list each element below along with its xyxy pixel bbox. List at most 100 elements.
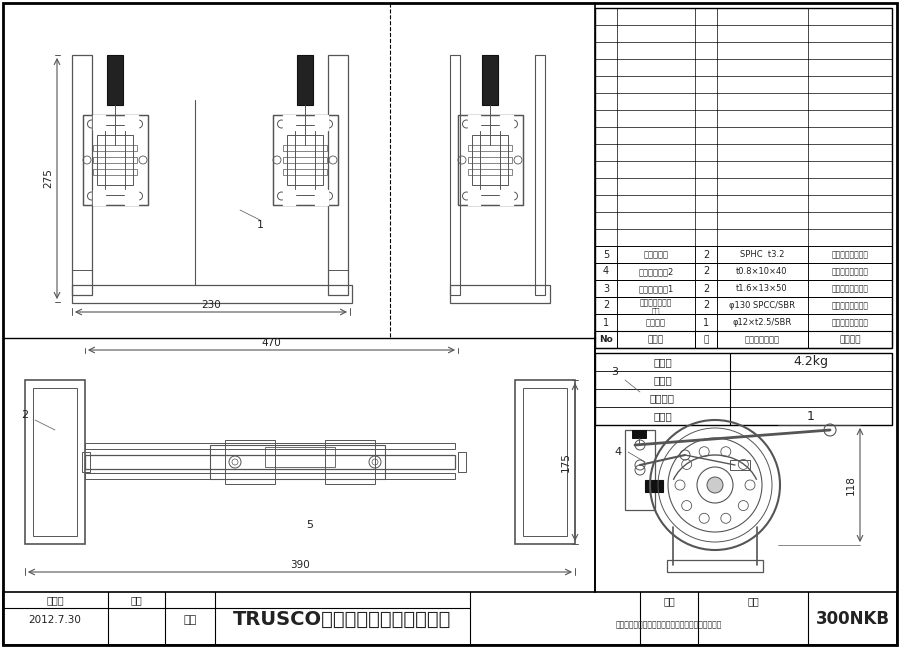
Text: No: No bbox=[599, 335, 613, 344]
Bar bbox=[450, 55, 460, 295]
Text: 固定キャスター: 固定キャスター bbox=[640, 298, 672, 307]
Bar bbox=[595, 8, 892, 348]
Text: 2012.7.30: 2012.7.30 bbox=[29, 615, 81, 625]
Text: 材質、厚／品番: 材質、厚／品番 bbox=[744, 335, 779, 344]
Bar bbox=[468, 157, 512, 163]
Text: 三価クロムメッキ: 三価クロムメッキ bbox=[832, 284, 868, 293]
Text: ペダル部: ペダル部 bbox=[646, 318, 666, 327]
Text: 1: 1 bbox=[603, 318, 609, 327]
Bar bbox=[85, 443, 455, 449]
Text: φ12×t2.5/SBR: φ12×t2.5/SBR bbox=[733, 318, 792, 327]
Text: 2: 2 bbox=[703, 249, 709, 259]
Bar bbox=[3, 592, 897, 645]
Text: 2: 2 bbox=[703, 266, 709, 277]
Text: 数: 数 bbox=[703, 335, 708, 344]
Bar bbox=[82, 452, 90, 472]
Bar bbox=[458, 452, 466, 472]
Bar bbox=[595, 331, 892, 348]
Polygon shape bbox=[467, 115, 480, 130]
Text: 5: 5 bbox=[307, 520, 313, 530]
Bar bbox=[85, 473, 455, 479]
Bar bbox=[450, 285, 550, 303]
Text: 三価クロムメッキ: 三価クロムメッキ bbox=[832, 250, 868, 259]
Bar bbox=[595, 280, 892, 297]
Bar bbox=[283, 145, 327, 151]
Text: t0.8×10×40: t0.8×10×40 bbox=[736, 267, 788, 276]
Polygon shape bbox=[125, 115, 138, 130]
Polygon shape bbox=[125, 190, 138, 205]
Text: 作成日: 作成日 bbox=[46, 595, 64, 605]
Bar bbox=[72, 270, 92, 285]
Bar bbox=[283, 157, 327, 163]
Text: 自　重: 自 重 bbox=[653, 357, 672, 367]
Text: 3: 3 bbox=[603, 284, 609, 294]
Bar bbox=[468, 145, 512, 151]
Text: 1: 1 bbox=[703, 318, 709, 327]
Bar bbox=[273, 115, 338, 205]
Text: 引っ張りバネ1: 引っ張りバネ1 bbox=[638, 284, 673, 293]
Bar bbox=[632, 430, 646, 438]
Bar bbox=[93, 145, 137, 151]
Text: 2: 2 bbox=[603, 301, 609, 310]
Bar bbox=[328, 55, 348, 295]
Bar bbox=[625, 430, 655, 510]
Bar bbox=[287, 135, 323, 185]
Text: 番番: 番番 bbox=[652, 307, 661, 314]
Polygon shape bbox=[500, 115, 512, 130]
Bar bbox=[25, 380, 85, 544]
Bar bbox=[645, 480, 663, 492]
Bar bbox=[468, 169, 512, 175]
Polygon shape bbox=[93, 115, 105, 130]
Text: 2: 2 bbox=[22, 410, 29, 420]
Text: 275: 275 bbox=[43, 168, 53, 189]
Bar bbox=[457, 115, 523, 205]
Bar bbox=[667, 560, 763, 572]
Text: 118: 118 bbox=[846, 475, 856, 495]
Bar bbox=[273, 115, 338, 205]
Bar bbox=[93, 157, 137, 163]
Bar bbox=[328, 270, 348, 285]
Text: 三価クロムメッキ: 三価クロムメッキ bbox=[832, 267, 868, 276]
Text: 4: 4 bbox=[615, 447, 622, 457]
Bar bbox=[210, 445, 385, 479]
Bar bbox=[83, 115, 148, 205]
Text: 300NKB: 300NKB bbox=[816, 610, 890, 628]
Text: 470: 470 bbox=[262, 338, 282, 348]
Text: サイズ: サイズ bbox=[653, 375, 672, 385]
Circle shape bbox=[707, 477, 723, 493]
Text: 品名: 品名 bbox=[663, 596, 675, 606]
Bar bbox=[595, 246, 892, 263]
Text: 表面処理: 表面処理 bbox=[839, 335, 860, 344]
Text: 1: 1 bbox=[256, 220, 264, 230]
Bar bbox=[33, 388, 77, 536]
Bar bbox=[523, 388, 567, 536]
Text: φ130 SPCC/SBR: φ130 SPCC/SBR bbox=[729, 301, 795, 310]
Text: TRUSCO　トラスコ中山株式会社: TRUSCO トラスコ中山株式会社 bbox=[233, 610, 451, 629]
Text: 2: 2 bbox=[703, 284, 709, 294]
Bar bbox=[535, 55, 545, 295]
Bar bbox=[595, 263, 892, 280]
Polygon shape bbox=[315, 115, 328, 130]
Bar bbox=[72, 55, 92, 295]
Bar bbox=[730, 460, 750, 470]
Text: 部品名: 部品名 bbox=[648, 335, 664, 344]
Bar bbox=[595, 353, 892, 425]
Bar bbox=[107, 55, 123, 105]
Bar bbox=[482, 55, 498, 105]
Text: 2: 2 bbox=[703, 301, 709, 310]
Text: 230: 230 bbox=[201, 300, 220, 310]
Text: ドンキーカート用オプションブレーキピン式タイプ: ドンキーカート用オプションブレーキピン式タイプ bbox=[616, 621, 722, 629]
Bar bbox=[105, 125, 125, 195]
Text: 引っ張りバネ2: 引っ張りバネ2 bbox=[638, 267, 673, 276]
Text: 3: 3 bbox=[611, 367, 618, 377]
Text: 390: 390 bbox=[290, 560, 310, 570]
Text: 三価クロムメッキ: 三価クロムメッキ bbox=[832, 318, 868, 327]
Bar bbox=[515, 380, 575, 544]
Bar bbox=[295, 125, 315, 195]
Text: 1: 1 bbox=[807, 410, 815, 422]
Text: 4.2kg: 4.2kg bbox=[794, 356, 829, 369]
Bar bbox=[283, 169, 327, 175]
Text: 青木: 青木 bbox=[184, 615, 196, 625]
Bar bbox=[472, 135, 508, 185]
Polygon shape bbox=[315, 190, 328, 205]
